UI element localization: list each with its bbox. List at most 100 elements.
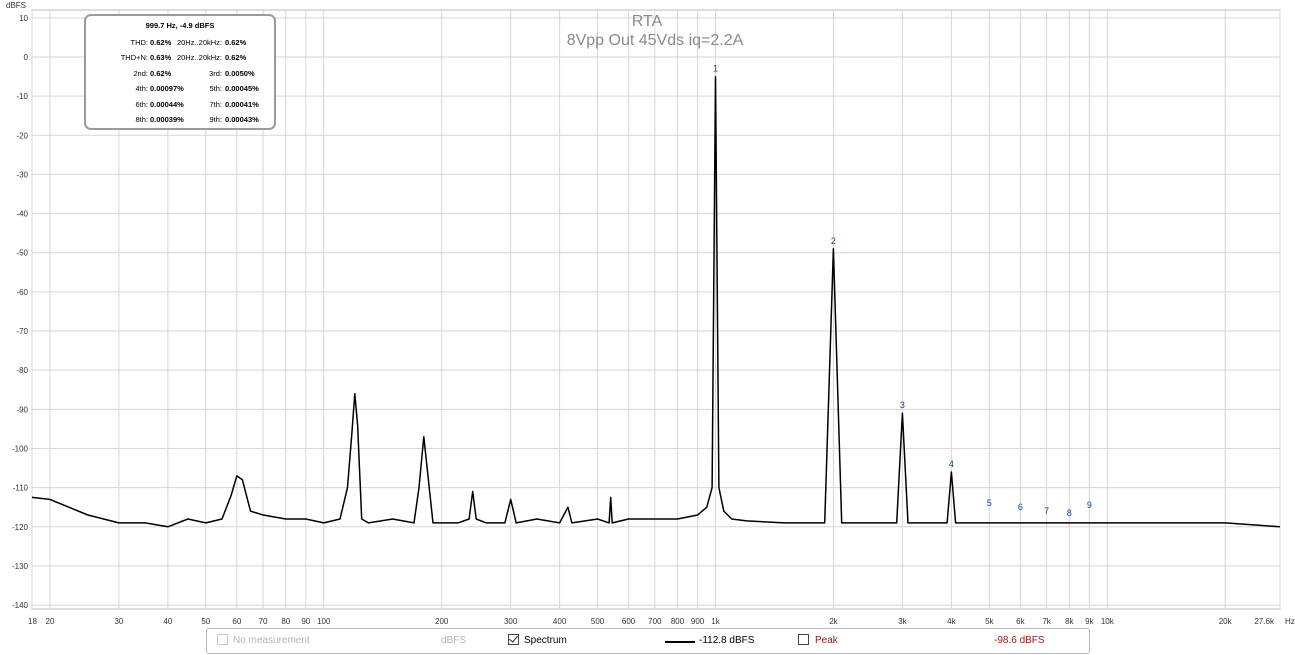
info-label: 5th:: [209, 84, 222, 93]
harmonic-label-7: 7: [1044, 506, 1049, 516]
x-tick-label: 3k: [898, 617, 907, 626]
info-value: 0.0050%: [225, 69, 255, 78]
x-tick-label: 4k: [947, 617, 956, 626]
x-tick-label: 9k: [1085, 617, 1094, 626]
x-tick-label: 300: [504, 617, 518, 626]
y-tick-label: -40: [16, 210, 28, 219]
no-measurement-label: No measurement: [233, 635, 310, 646]
info-label: 7th:: [209, 100, 222, 109]
chart-subtitle: 8Vpp Out 45Vds iq=2.2A: [567, 32, 744, 49]
info-label: 3rd:: [209, 69, 222, 78]
spectrum-checkbox[interactable]: [508, 633, 519, 645]
info-value: 0.62%: [225, 53, 247, 62]
spectrum-series-line: [31, 75, 1281, 528]
spectrum-line-swatch: [665, 641, 695, 643]
x-tick-labels: 18 20 30 40 50 60 70 80 90 100 200 300 400 500 600 700 8…: [28, 617, 1275, 626]
x-tick-label: 200: [435, 617, 449, 626]
info-row-thdn: THD+N: 0.63% 20Hz..20kHz: 0.62%: [86, 53, 274, 63]
harmonic-label-6: 6: [1018, 502, 1023, 512]
info-label: 20Hz..20kHz:: [176, 53, 222, 62]
y-tick-label: -90: [16, 405, 28, 414]
y-gridlines: [32, 17, 1280, 606]
x-tick-label: 90: [301, 617, 310, 626]
harmonic-label-9: 9: [1087, 500, 1092, 510]
y-tick-label: -120: [12, 523, 29, 532]
x-tick-label: 700: [648, 617, 662, 626]
x-tick-label: 10k: [1101, 617, 1115, 626]
checkmark-icon: [509, 633, 518, 643]
x-tick-label: 6k: [1016, 617, 1025, 626]
info-value: 0.62%: [225, 38, 247, 47]
y-tick-label: 10: [19, 14, 28, 23]
info-value: 0.62%: [150, 38, 172, 47]
y-tick-label: -20: [16, 131, 28, 140]
x-tick-label: 400: [553, 617, 567, 626]
spectrum-value: -112.8 dBFS: [699, 635, 755, 646]
x-tick-label: 20k: [1219, 617, 1233, 626]
y-tick-label: -10: [16, 92, 28, 101]
x-tick-label: 70: [259, 617, 268, 626]
y-axis-unit-label: dBFS: [6, 1, 26, 10]
x-tick-label: 600: [622, 617, 636, 626]
no-measurement-unit: dBFS: [441, 635, 467, 646]
info-label: THD:: [130, 38, 149, 47]
x-tick-label: 18: [28, 617, 37, 626]
info-box-header: 999.7 Hz, -4.9 dBFS: [145, 21, 215, 30]
x-axis-unit-label: Hz: [1285, 617, 1295, 626]
y-tick-label: -130: [12, 562, 29, 571]
info-value: 0.00039%: [150, 115, 184, 124]
x-tick-label: 900: [691, 617, 705, 626]
x-tick-label: 80: [281, 617, 290, 626]
info-label: 20Hz..20kHz:: [176, 38, 222, 47]
x-tick-label: 800: [671, 617, 685, 626]
y-tick-label: -100: [12, 444, 29, 453]
x-tick-label: 5k: [985, 617, 994, 626]
info-label: 2nd:: [133, 69, 148, 78]
harmonic-markers: 1 2 3 4 5 6 7 8 9: [713, 64, 1092, 518]
x-tick-label: 2k: [829, 617, 838, 626]
y-tick-label: -60: [16, 288, 28, 297]
y-tick-label: -70: [16, 327, 28, 336]
info-value: 0.00044%: [150, 100, 184, 109]
harmonic-label-2: 2: [831, 236, 836, 246]
info-row-4th-5th: 4th: 0.00097% 5th: 0.00045%: [86, 84, 274, 94]
harmonic-label-5: 5: [987, 498, 992, 508]
info-label: 6th:: [135, 100, 148, 109]
spectrum-label: Spectrum: [524, 635, 567, 646]
y-tick-label: 0: [24, 53, 29, 62]
peak-value: -98.6 dBFS: [994, 635, 1045, 646]
y-tick-label: -110: [13, 484, 29, 493]
info-value: 0.63%: [150, 53, 172, 62]
info-row-thd: THD: 0.62% 20Hz..20kHz: 0.62%: [86, 38, 274, 48]
x-tick-label: 100: [317, 617, 331, 626]
info-row-6th-7th: 6th: 0.00044% 7th: 0.00041%: [86, 100, 274, 110]
harmonic-label-1: 1: [713, 64, 718, 74]
x-tick-label: 50: [201, 617, 210, 626]
y-tick-label: -80: [16, 366, 28, 375]
y-tick-label: -140: [12, 601, 29, 610]
x-tick-label: 30: [114, 617, 123, 626]
info-value: 0.62%: [150, 69, 172, 78]
info-label: 8th:: [135, 115, 148, 124]
y-tick-label: -50: [16, 249, 28, 258]
info-label: 4th:: [135, 84, 148, 93]
harmonic-label-8: 8: [1067, 508, 1072, 518]
x-tick-label: 1k: [711, 617, 720, 626]
distortion-info-box[interactable]: 999.7 Hz, -4.9 dBFS THD: 0.62% 20Hz..20k…: [84, 14, 276, 130]
peak-checkbox[interactable]: [798, 634, 809, 645]
info-row-8th-9th: 8th: 0.00039% 9th: 0.00043%: [86, 115, 274, 125]
info-label: THD+N:: [120, 53, 148, 62]
info-value: 0.00041%: [225, 100, 259, 109]
y-tick-labels: 10 0 -10 -20 -30 -40 -50 -60 -70 -80 -90 -100 -110 -1…: [12, 14, 29, 610]
info-value: 0.00045%: [225, 84, 259, 93]
x-tick-label: 7k: [1042, 617, 1051, 626]
no-measurement-checkbox[interactable]: [217, 634, 228, 645]
chart-title: RTA: [632, 13, 663, 30]
x-tick-label: 8k: [1065, 617, 1074, 626]
info-value: 0.00043%: [225, 115, 259, 124]
harmonic-label-3: 3: [900, 400, 905, 410]
x-tick-label: 40: [163, 617, 172, 626]
info-label: 9th:: [209, 115, 222, 124]
x-tick-label: 27.6k: [1254, 617, 1275, 626]
x-tick-label: 60: [232, 617, 241, 626]
